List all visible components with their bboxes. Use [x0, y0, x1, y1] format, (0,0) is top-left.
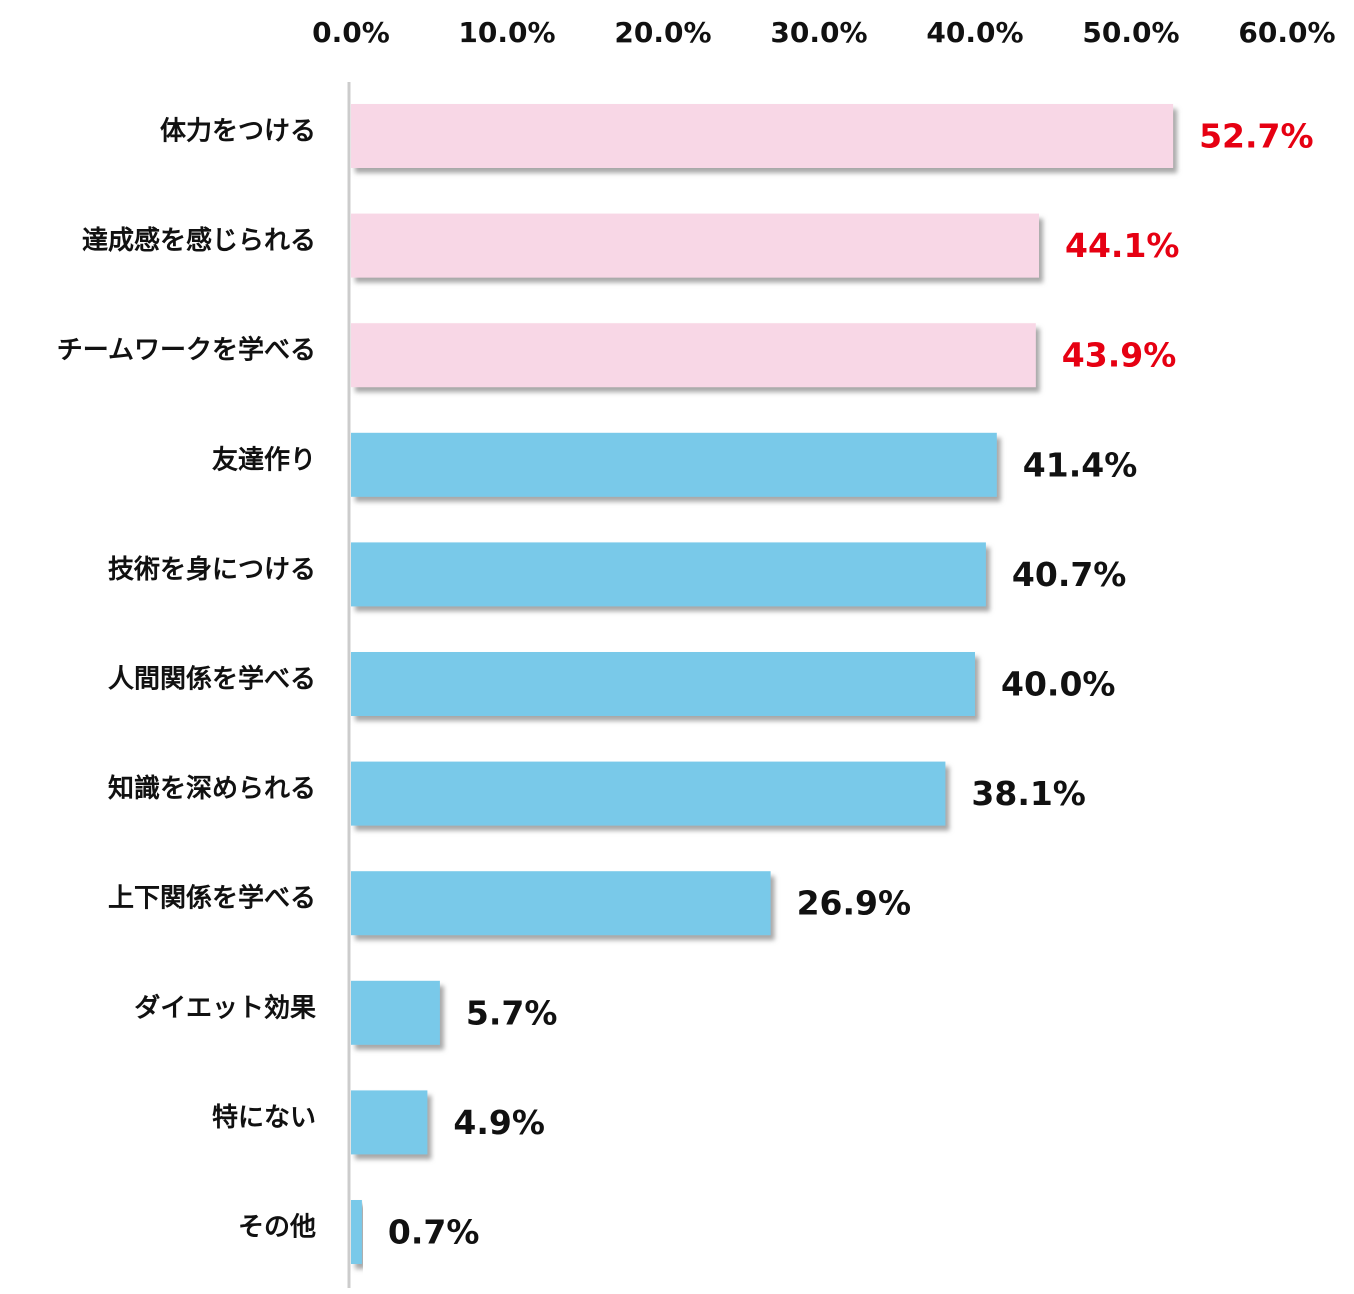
category-label: 技術を身につける — [108, 554, 316, 585]
value-label: 0.7% — [388, 1213, 480, 1252]
value-labels: 52.7% 44.1% 43.9% 41.4% 40.7% 40.0% 38.1% 26.9%… — [388, 117, 1314, 1252]
value-label: 40.7% — [1012, 555, 1127, 594]
value-label: 44.1% — [1065, 226, 1180, 265]
bar — [351, 323, 1036, 388]
value-label: 40.0% — [1001, 665, 1116, 704]
category-label: その他 — [238, 1213, 316, 1243]
category-label: 達成感を感じられる — [82, 226, 316, 256]
x-tick-label: 60.0% — [1238, 16, 1335, 49]
category-label: 知識を深められる — [108, 774, 316, 804]
x-tick-label: 40.0% — [926, 16, 1023, 49]
category-label: 特にない — [212, 1102, 316, 1133]
x-tick-label: 0.0% — [312, 16, 390, 49]
value-label: 5.7% — [466, 993, 558, 1032]
bar — [351, 542, 986, 607]
bar — [351, 1090, 428, 1155]
bar — [351, 980, 440, 1045]
category-label: チームワークを学べる — [57, 335, 316, 366]
category-label: 人間関係を学べる — [108, 664, 316, 695]
value-label: 43.9% — [1062, 336, 1177, 375]
x-tick-label: 10.0% — [458, 16, 555, 49]
bar — [351, 761, 946, 826]
value-label: 41.4% — [1023, 445, 1138, 484]
value-label: 52.7% — [1199, 117, 1314, 156]
value-label: 26.9% — [797, 884, 912, 923]
x-axis-ticks: 0.0% 10.0% 20.0% 30.0% 40.0% 50.0% 60.0% — [312, 16, 1335, 49]
bar — [351, 652, 975, 716]
bar — [351, 213, 1039, 278]
category-labels: 体力をつける達成感を感じられるチームワークを学べる友達作り技術を身につける人間関… — [57, 117, 316, 1243]
category-label: 上下関係を学べる — [108, 883, 316, 914]
bar — [351, 1200, 362, 1264]
bar — [351, 104, 1174, 168]
x-tick-label: 30.0% — [770, 16, 867, 49]
x-tick-label: 50.0% — [1082, 16, 1179, 49]
value-label: 38.1% — [971, 774, 1086, 813]
category-label: 友達作り — [212, 445, 316, 475]
category-label: ダイエット効果 — [134, 992, 316, 1023]
bar — [351, 432, 997, 497]
x-tick-label: 20.0% — [614, 16, 711, 49]
value-label: 4.9% — [453, 1103, 545, 1142]
category-label: 体力をつける — [160, 117, 316, 147]
bar — [351, 871, 771, 936]
bars — [351, 104, 1174, 1264]
